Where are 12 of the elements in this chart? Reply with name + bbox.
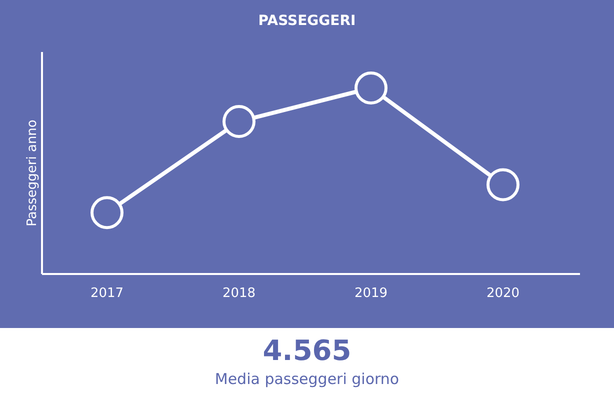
y-axis-title: Passeggeri anno — [25, 120, 40, 226]
chart-title: PASSEGGERI — [258, 13, 356, 29]
text: Media passeggeri giorno — [214, 370, 400, 388]
x-tick-label: 2018 — [222, 286, 256, 302]
text: 4.565 — [262, 334, 352, 367]
point — [486, 168, 520, 202]
x-tick-label: 2019 — [354, 286, 388, 302]
point — [222, 104, 256, 138]
x-tick-label: 2017 — [90, 286, 124, 302]
x-tick-label: 2020 — [486, 286, 520, 302]
point — [90, 196, 124, 230]
point — [354, 72, 388, 104]
